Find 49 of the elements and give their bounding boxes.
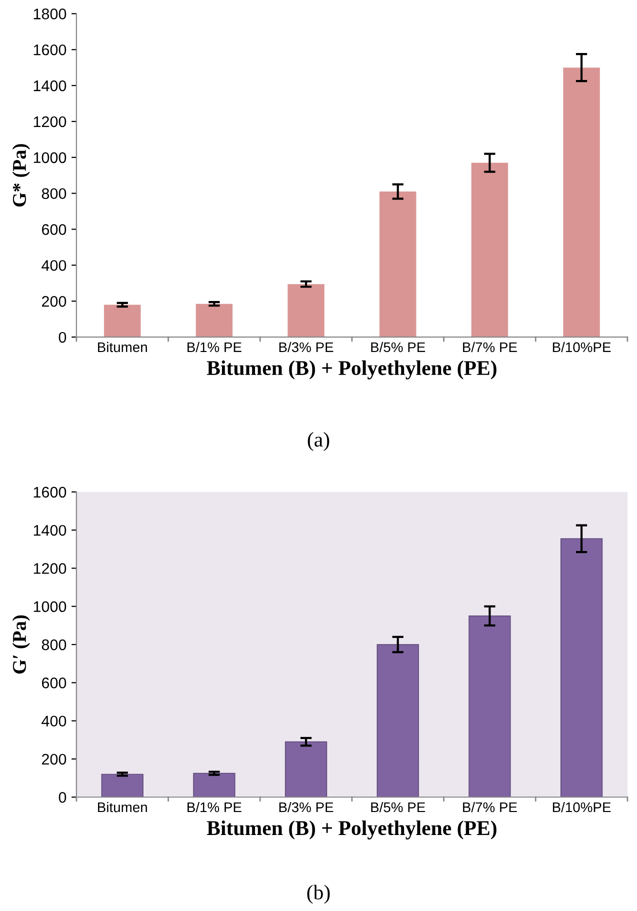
y-tick-label: 400 [42, 260, 66, 271]
x-tick-label: B/7% PE [463, 342, 517, 352]
y-tick-label: 0 [58, 792, 66, 803]
bar [288, 284, 324, 338]
x-tick-label: B/3% PE [279, 802, 334, 812]
y-tick-label: 1400 [34, 524, 66, 536]
y-tick-label: 400 [42, 716, 66, 727]
y-tick-label: 1000 [34, 152, 66, 164]
bar [471, 162, 508, 338]
y-tick-label: 200 [42, 296, 66, 307]
bar [104, 304, 141, 338]
bar [284, 741, 328, 798]
y-tick-label: 1400 [34, 80, 66, 92]
bar [560, 538, 603, 798]
y-tick-label: 600 [42, 678, 66, 688]
y-tick-label: 1600 [34, 44, 66, 56]
text: (b) [307, 884, 330, 904]
bar [193, 772, 236, 798]
x-tick-label: B/7% PE [463, 802, 517, 812]
x-axis-title: Bitumen (B) + Polyethylene (PE) [206, 360, 496, 380]
x-tick-label: B/1% PE [188, 802, 242, 812]
bar [379, 192, 416, 338]
y-tick-label: 800 [42, 639, 66, 650]
y-axis-title: G* (Pa) [12, 144, 30, 207]
y-tick-label: 600 [42, 224, 66, 235]
y-tick-label: 0 [58, 332, 66, 343]
y-tick-label: 200 [42, 754, 66, 765]
x-axis-title: Bitumen (B) + Polyethylene (PE) [206, 820, 496, 840]
x-tick-label: B/10%PE [552, 802, 611, 812]
y-tick-label: 1200 [34, 116, 66, 128]
x-tick-label: B/1% PE [188, 342, 242, 352]
x-tick-label: B/10%PE [552, 342, 611, 352]
x-tick-label: B/5% PE [371, 802, 426, 812]
bar [468, 616, 511, 798]
y-axis-title: G′ (Pa) [12, 615, 30, 674]
y-tick-label: 1000 [34, 601, 66, 612]
bar [563, 68, 600, 338]
bar [101, 774, 144, 798]
y-tick-label: 1600 [34, 486, 66, 498]
text: (a) [308, 432, 330, 451]
x-tick-label: B/3% PE [279, 342, 334, 352]
x-tick-label: B/5% PE [371, 342, 426, 352]
x-tick-label: Bitumen [98, 342, 147, 352]
y-tick-label: 800 [42, 188, 66, 200]
y-tick-label: 1800 [34, 8, 66, 20]
x-tick-label: Bitumen [98, 802, 147, 812]
bar [376, 644, 419, 798]
y-tick-label: 1200 [34, 563, 66, 574]
bar [196, 304, 233, 338]
